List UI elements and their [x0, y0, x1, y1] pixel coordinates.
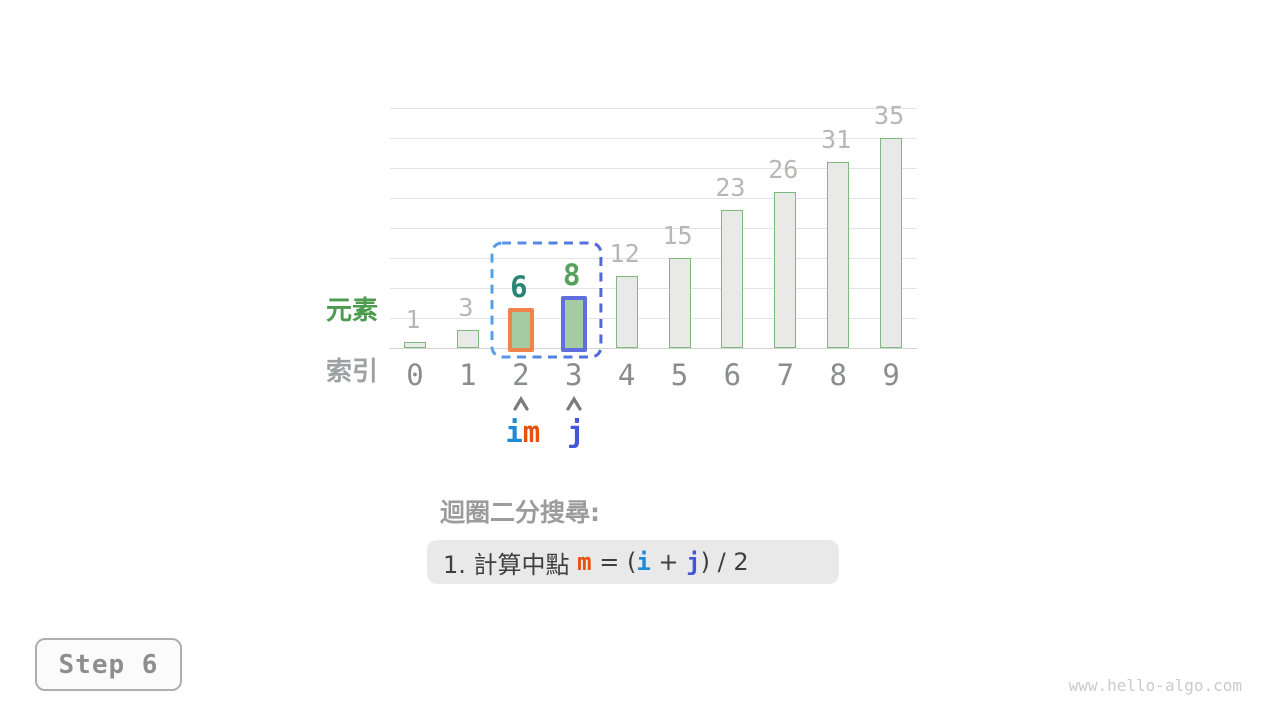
- x-axis-line: [390, 348, 917, 349]
- formula-segment-2: = (: [591, 548, 637, 576]
- gridline: [390, 138, 917, 139]
- index-label-2: 2: [512, 358, 530, 392]
- index-label-5: 5: [670, 358, 689, 392]
- index-label-3: 3: [564, 358, 583, 392]
- value-label-5: 15: [662, 221, 693, 250]
- index-label-0: 0: [406, 358, 424, 392]
- array-bar-chart: 1 0 3 1 6 2 8 3 12 4 15 5 23 6 26 7 31 8 35 9 元素 索引 im j: [325, 101, 917, 447]
- formula-segment-4: +: [650, 548, 687, 576]
- pointer-label-im: im: [478, 417, 568, 447]
- bar-index-6: [721, 210, 744, 348]
- bar-index-5: [668, 258, 691, 348]
- pointer-char-m: m: [522, 415, 541, 449]
- value-label-3: 8: [562, 258, 581, 292]
- pointer-arrow-icon: [513, 396, 529, 411]
- formula-segment-0: 1. 計算中點: [443, 550, 578, 579]
- index-row-label: 索引: [325, 357, 378, 387]
- gridline: [390, 198, 917, 199]
- value-label-2: 6: [510, 270, 528, 304]
- bar-index-7: [774, 192, 797, 348]
- value-label-8: 31: [821, 125, 852, 154]
- index-label-9: 9: [882, 358, 900, 392]
- watermark: www.hello-algo.com: [1068, 676, 1242, 695]
- value-label-0: 1: [405, 305, 421, 334]
- pointer-char-j: j: [566, 415, 585, 449]
- gridline: [390, 228, 917, 229]
- gridline: [390, 318, 917, 319]
- gridline: [390, 258, 917, 259]
- value-label-9: 35: [874, 101, 905, 130]
- gridline: [390, 108, 917, 109]
- step-badge: Step 6: [35, 638, 182, 691]
- formula-segment-6: ) / 2: [700, 548, 749, 576]
- formula-segment-3: i: [636, 548, 651, 576]
- bar-index-3: [560, 296, 587, 352]
- index-label-4: 4: [617, 358, 636, 392]
- gridline: [390, 168, 917, 169]
- index-label-1: 1: [459, 358, 477, 392]
- bar-index-8: [827, 162, 850, 348]
- value-label-7: 26: [768, 155, 799, 184]
- index-label-6: 6: [723, 358, 742, 392]
- formula-segment-1: m: [577, 548, 592, 576]
- value-label-4: 12: [609, 239, 640, 268]
- bar-index-4: [615, 276, 638, 348]
- value-label-6: 23: [715, 173, 746, 202]
- bar-index-2: [507, 308, 534, 352]
- formula-box: 1. 計算中點 m = (i + j) / 2: [427, 540, 839, 584]
- element-row-label: 元素: [325, 296, 378, 326]
- value-label-1: 3: [458, 293, 474, 322]
- pointer-char-i: i: [505, 415, 523, 449]
- index-label-8: 8: [829, 358, 847, 392]
- bar-index-0: [404, 342, 426, 348]
- bar-index-1: [456, 330, 479, 348]
- pointer-arrow-icon: [566, 396, 582, 411]
- caption-loop-binary-search: 迴圈二分搜尋:: [440, 498, 600, 527]
- index-label-7: 7: [776, 358, 795, 392]
- gridline: [390, 288, 917, 289]
- formula-segment-5: j: [686, 548, 701, 576]
- pointer-label-j: j: [531, 417, 621, 447]
- bar-index-9: [880, 138, 903, 348]
